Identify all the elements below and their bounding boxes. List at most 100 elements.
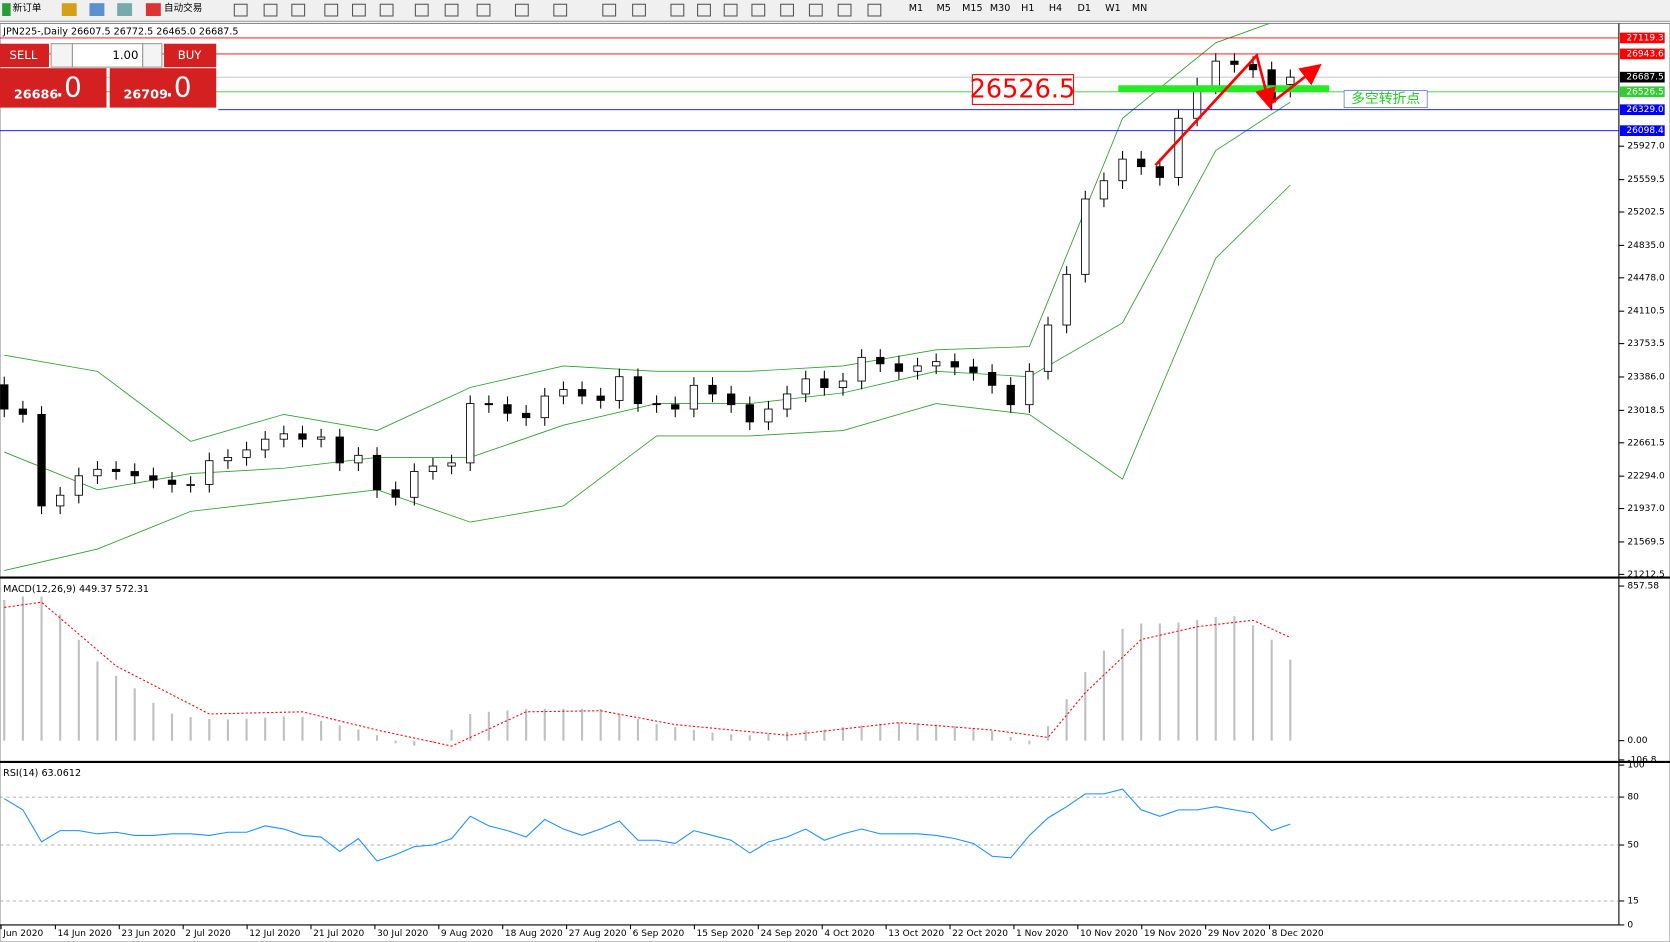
price-level-label: 26943.6 [1626,49,1664,59]
buy-button[interactable] [164,43,217,68]
x-tick-label: 29 Nov 2020 [1208,929,1266,939]
tool-icon[interactable] [723,3,738,17]
candle-body [577,389,587,397]
candle-body [1230,60,1239,65]
tool-icon[interactable] [867,3,882,17]
x-tick-label: 10 Nov 2020 [1080,929,1138,939]
y-tick-label: 24835.0 [1627,241,1665,251]
pivot-annotation: 多空转折点 [1351,90,1420,107]
tool-icon[interactable] [837,3,852,17]
x-tick-label: 30 Jul 2020 [377,929,428,939]
bid-main[interactable]: 26686 [14,87,59,102]
x-tick-label: 13 Oct 2020 [888,929,944,939]
x-tick-label: 27 Aug 2020 [569,929,627,939]
lots-value[interactable]: 1.00 [112,48,138,62]
tool-icon[interactable] [291,3,306,17]
candle-body [838,380,848,388]
tool-icon[interactable] [632,3,646,17]
timeframe[interactable]: D1 [1077,3,1090,14]
sell-label[interactable]: SELL [9,48,37,62]
y-tick-label: 23386.0 [1627,372,1665,382]
tool-icon[interactable] [233,3,248,17]
x-tick-label: 2 Jul 2020 [185,929,231,939]
tool-icon[interactable] [553,3,568,17]
x-tick-label: 21 Jul 2020 [313,929,364,939]
timeframe[interactable]: MN [1132,3,1147,14]
timeframe[interactable]: H4 [1049,3,1062,14]
new-order-icon[interactable] [2,3,11,16]
tool-icon[interactable] [324,3,339,17]
bid-frac[interactable]: .0 [55,70,81,103]
y-tick-label: 857.58 [1627,582,1659,592]
y-tick-label: 25559.5 [1627,175,1664,185]
y-tick-label: 21212.5 [1627,570,1664,580]
price-level-label: 27119.3 [1626,33,1664,43]
candle-body [1155,166,1164,178]
timeframe[interactable]: M15 [962,3,982,14]
y-tick-label: 24478.0 [1627,273,1665,283]
candle-body [1118,158,1127,182]
timeframe[interactable]: M1 [909,3,923,14]
tool-icon[interactable] [263,3,278,17]
y-tick-label: -106.8 [1627,755,1656,765]
timeframe[interactable]: W1 [1105,3,1121,14]
y-tick-label: 24110.5 [1627,307,1664,317]
timeframe[interactable]: M5 [936,3,950,14]
x-tick-label: 4 Oct 2020 [824,929,874,939]
timeframe[interactable]: H1 [1021,3,1034,14]
candle-body [74,475,83,496]
ask-box[interactable] [109,68,217,108]
bid-box[interactable] [0,68,107,108]
toolbar [0,0,1670,22]
tool-icon[interactable] [89,3,105,16]
candle-body [1248,63,1258,71]
buy-label[interactable]: BUY [178,48,203,62]
candle-body [56,494,65,507]
candle-body [410,471,419,498]
price-level-tag [1619,86,1665,98]
tool-icon[interactable] [602,3,617,17]
pivot-annotation-box [1343,90,1428,108]
candle-body [223,457,233,462]
candle-body [1062,273,1071,326]
tool-icon[interactable] [61,3,77,16]
ask-main[interactable]: 26709 [124,87,169,102]
candle-body [279,433,288,440]
candle-body [950,361,959,368]
candle-body [932,361,941,367]
tool-icon[interactable] [697,3,711,17]
y-tick-label: 23018.5 [1627,406,1664,416]
lots-spinner[interactable] [142,43,163,68]
timeframe[interactable]: M30 [990,3,1010,14]
tool-icon[interactable] [751,3,766,17]
tool-icon[interactable] [808,3,823,17]
auto-trade[interactable]: 自动交易 [164,2,202,14]
candle-body [671,404,680,410]
x-tick-label: 1 Nov 2020 [1016,929,1068,939]
candle-body [708,384,717,395]
tool-icon[interactable] [117,3,133,16]
x-tick-label: 14 Jun 2020 [58,929,113,939]
ask-frac[interactable]: .0 [165,70,191,103]
sell-button[interactable] [0,43,49,68]
auto-trade-icon[interactable] [145,3,161,16]
tool-icon[interactable] [780,3,794,17]
macd-signal [4,601,1291,747]
bollinger-middle [4,101,1291,491]
bollinger-lower [4,184,1291,572]
candle-body [1137,158,1146,168]
tool-icon[interactable] [379,3,394,17]
tool-icon[interactable] [414,3,429,17]
candle-body [987,372,997,386]
tool-icon[interactable] [514,3,529,17]
lots-dropdown[interactable] [50,43,73,68]
tool-icon[interactable] [476,3,491,17]
candle-body [37,413,46,507]
arrow [1268,63,1322,106]
tool-icon[interactable] [670,3,685,17]
new-order[interactable]: 新订单 [13,2,42,14]
tool-icon[interactable] [351,3,366,17]
tool-icon[interactable] [444,3,459,17]
candle-body [186,483,195,486]
candle-body [205,460,214,485]
